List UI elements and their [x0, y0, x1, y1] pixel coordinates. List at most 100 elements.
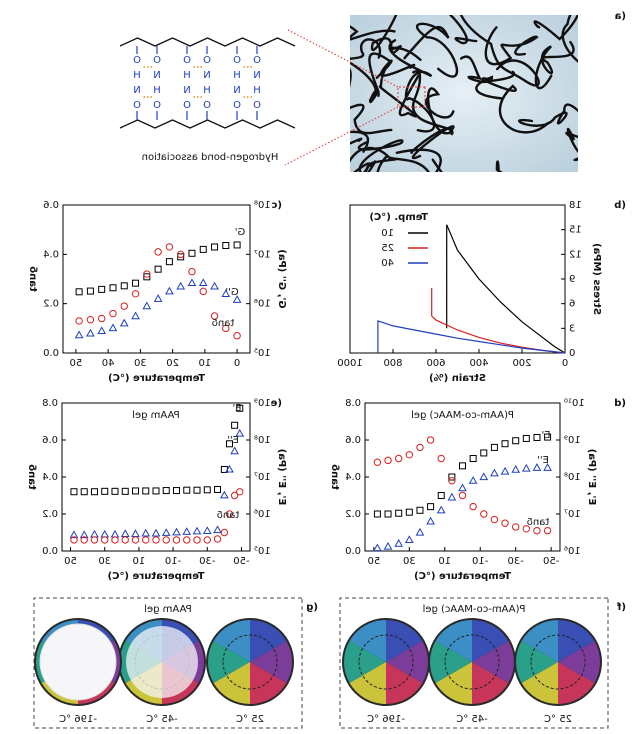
dashed-ring: [358, 634, 414, 690]
marker: [236, 404, 244, 412]
x-tick-label: -30: [508, 556, 524, 567]
marker: [522, 525, 531, 533]
marker: [142, 487, 150, 495]
sample-sector: [213, 620, 250, 662]
marker: [210, 281, 219, 290]
series-label: G'': [225, 287, 238, 298]
polymer-chain: [480, 70, 550, 134]
temperature-label: -196 °C: [59, 714, 97, 725]
marker: [154, 248, 162, 256]
sample-sector: [343, 641, 386, 683]
sample-sector: [472, 641, 514, 683]
y2-axis-label: tanδ: [329, 464, 340, 490]
marker: [193, 486, 201, 494]
atom-label: N: [253, 70, 260, 81]
marker: [458, 483, 467, 492]
marker: [426, 516, 435, 525]
atom-label: N: [153, 70, 160, 81]
marker: [522, 434, 530, 442]
marker: [79, 530, 89, 539]
marker: [231, 421, 239, 429]
y2-tick-label: 0.4: [345, 472, 361, 483]
y-axis-label: G', G'' (Pa): [276, 249, 287, 308]
plot-frame: [62, 204, 251, 354]
y-tick-label: 10⁵: [254, 348, 271, 359]
marker: [543, 526, 552, 535]
polymer-chain: [388, 39, 436, 133]
sample-sector: [558, 620, 595, 662]
marker: [448, 477, 456, 485]
marker: [161, 528, 171, 536]
sample-sector: [521, 662, 558, 704]
polymer-chain: [534, 40, 575, 90]
y-tick-label: 10⁶: [564, 546, 581, 557]
polymer-chain: [517, 103, 578, 127]
marker: [203, 536, 211, 544]
marker: [543, 463, 552, 471]
dashed-ring: [530, 634, 586, 690]
x-tick-label: 800: [383, 358, 402, 369]
marker: [182, 527, 192, 535]
x-tick-label: 0: [234, 358, 240, 369]
marker: [199, 245, 207, 253]
y-tick-label: 0: [569, 348, 575, 359]
atom-label: O: [183, 100, 191, 111]
marker: [183, 486, 191, 494]
atom-label: O: [153, 55, 161, 66]
marker: [533, 433, 541, 441]
y-tick-label: 12: [569, 249, 582, 260]
marker: [176, 281, 186, 290]
y2-tick-label: 0.8: [42, 398, 58, 409]
atom-label: O: [133, 55, 141, 66]
x-tick-label: 30: [134, 358, 147, 369]
y-tick-label: 15: [569, 225, 582, 236]
y2-tick-label: 0.0: [43, 348, 59, 359]
marker: [86, 316, 95, 324]
marker: [448, 473, 456, 481]
marker: [131, 311, 140, 320]
sample-sector: [250, 641, 292, 683]
marker: [427, 503, 435, 511]
y2-tick-label: 0.2: [42, 509, 58, 520]
marker: [90, 536, 99, 544]
series-label: E': [232, 403, 241, 414]
y-tick-label: 10⁸: [564, 472, 581, 483]
marker: [120, 282, 128, 290]
temperature-label: 25 °C: [544, 714, 572, 725]
marker: [177, 253, 185, 261]
y-tick-label: 10⁹: [254, 398, 271, 409]
x-axis-label: Temperature (°C): [108, 571, 205, 582]
y-tick-label: 10⁸: [254, 200, 271, 211]
marker: [101, 487, 109, 495]
y-tick-label: 10⁷: [254, 472, 271, 483]
marker: [213, 525, 222, 534]
marker: [172, 536, 181, 544]
marker: [211, 243, 219, 251]
marker: [154, 265, 162, 273]
marker: [220, 490, 229, 499]
x-axis-label: Temperature (°C): [414, 571, 511, 582]
atom-label: H: [183, 70, 191, 81]
frosted-gel: [126, 626, 198, 698]
series-label: E'': [227, 435, 239, 446]
backbone: [119, 37, 296, 47]
marker: [131, 487, 139, 495]
polymer-chain: [350, 137, 363, 145]
polymer-chain: [459, 15, 540, 87]
x-axis-label: Temperature (°C): [108, 373, 205, 384]
marker: [80, 488, 88, 496]
sample-sector: [208, 641, 250, 683]
marker: [469, 455, 477, 463]
marker: [111, 536, 119, 544]
sample-sector: [472, 620, 509, 662]
x-tick-label: 30: [98, 556, 111, 567]
marker: [75, 317, 83, 325]
atom-label: O: [153, 100, 161, 111]
polymer-chain: [375, 59, 420, 118]
marker: [501, 440, 509, 448]
marker: [183, 536, 191, 544]
marker: [131, 536, 140, 544]
sample-sector: [250, 620, 287, 662]
marker: [203, 486, 211, 494]
